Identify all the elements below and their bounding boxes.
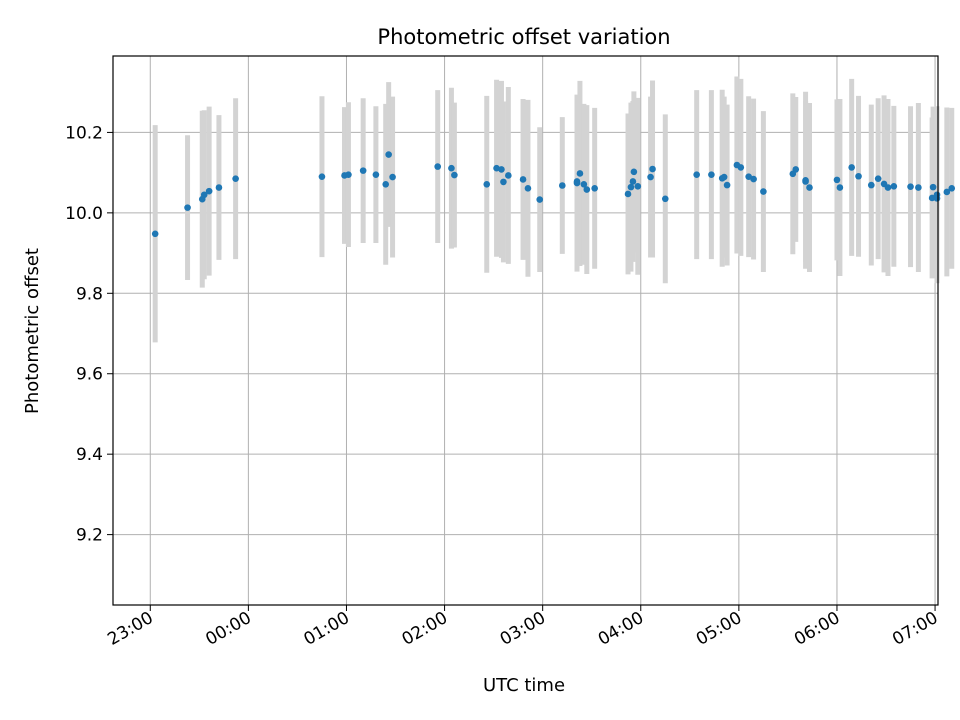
data-point bbox=[802, 178, 809, 185]
data-point bbox=[215, 184, 223, 191]
x-axis-title: UTC time bbox=[483, 675, 565, 696]
y-axis-title: Photometric offset bbox=[22, 248, 43, 414]
data-point bbox=[723, 181, 731, 189]
data-point bbox=[232, 175, 239, 182]
data-point bbox=[151, 230, 159, 238]
data-point bbox=[928, 194, 936, 202]
data-point bbox=[385, 151, 392, 158]
data-point bbox=[693, 171, 700, 178]
data-point bbox=[929, 183, 937, 191]
y-tick-label: 10.2 bbox=[65, 123, 103, 143]
data-point bbox=[434, 163, 442, 170]
data-point bbox=[498, 166, 505, 173]
chart-title: Photometric offset variation bbox=[377, 25, 670, 49]
data-point bbox=[359, 167, 367, 174]
data-point bbox=[448, 164, 455, 172]
data-point bbox=[745, 173, 752, 180]
data-point bbox=[848, 164, 855, 171]
data-point bbox=[505, 172, 512, 179]
data-point bbox=[915, 184, 922, 191]
data-point bbox=[750, 175, 757, 183]
data-point bbox=[629, 178, 637, 185]
data-point bbox=[591, 185, 598, 192]
data-point bbox=[483, 181, 491, 188]
data-point bbox=[867, 181, 875, 189]
data-point bbox=[647, 173, 654, 181]
data-point bbox=[205, 187, 213, 195]
data-point bbox=[836, 184, 844, 191]
data-point bbox=[855, 172, 862, 180]
data-point bbox=[382, 181, 390, 188]
data-point bbox=[583, 186, 591, 193]
data-point bbox=[874, 175, 882, 182]
data-points bbox=[151, 151, 956, 238]
data-point bbox=[558, 182, 566, 189]
data-point bbox=[708, 171, 715, 178]
data-point bbox=[634, 183, 642, 190]
data-point bbox=[630, 168, 638, 176]
y-tick-label: 9.8 bbox=[76, 284, 103, 304]
data-point bbox=[737, 164, 745, 171]
data-point bbox=[948, 185, 956, 192]
y-tick-label: 9.2 bbox=[76, 526, 103, 546]
data-point bbox=[624, 190, 632, 198]
data-point bbox=[184, 204, 191, 211]
data-point bbox=[806, 184, 813, 191]
data-point bbox=[372, 171, 380, 178]
data-point bbox=[627, 183, 635, 191]
plot-frame bbox=[112, 55, 939, 606]
data-point bbox=[760, 188, 767, 195]
y-tick-label: 9.6 bbox=[76, 365, 103, 385]
data-point bbox=[833, 176, 841, 184]
data-point bbox=[519, 176, 527, 183]
data-point bbox=[580, 181, 588, 188]
data-point bbox=[318, 173, 326, 180]
data-point bbox=[573, 179, 581, 187]
data-point bbox=[943, 188, 951, 196]
data-point bbox=[661, 195, 669, 203]
data-point bbox=[649, 165, 656, 173]
y-tick-label: 10.0 bbox=[65, 204, 103, 224]
data-point bbox=[500, 178, 507, 186]
data-point bbox=[890, 183, 898, 190]
y-tick-label: 9.4 bbox=[76, 445, 103, 465]
data-point bbox=[792, 166, 800, 173]
data-point bbox=[720, 173, 728, 181]
data-point bbox=[536, 196, 544, 203]
data-point bbox=[451, 171, 458, 179]
data-point bbox=[200, 191, 208, 199]
data-point bbox=[576, 170, 584, 177]
data-point bbox=[884, 184, 892, 191]
data-point bbox=[933, 195, 941, 202]
data-point bbox=[524, 185, 532, 192]
data-point bbox=[907, 183, 914, 191]
data-point bbox=[345, 171, 352, 178]
y-axis-ticks: 9.2 9.4 9.6 9.8 10.0 10.2 bbox=[65, 123, 113, 546]
data-point bbox=[389, 173, 396, 181]
